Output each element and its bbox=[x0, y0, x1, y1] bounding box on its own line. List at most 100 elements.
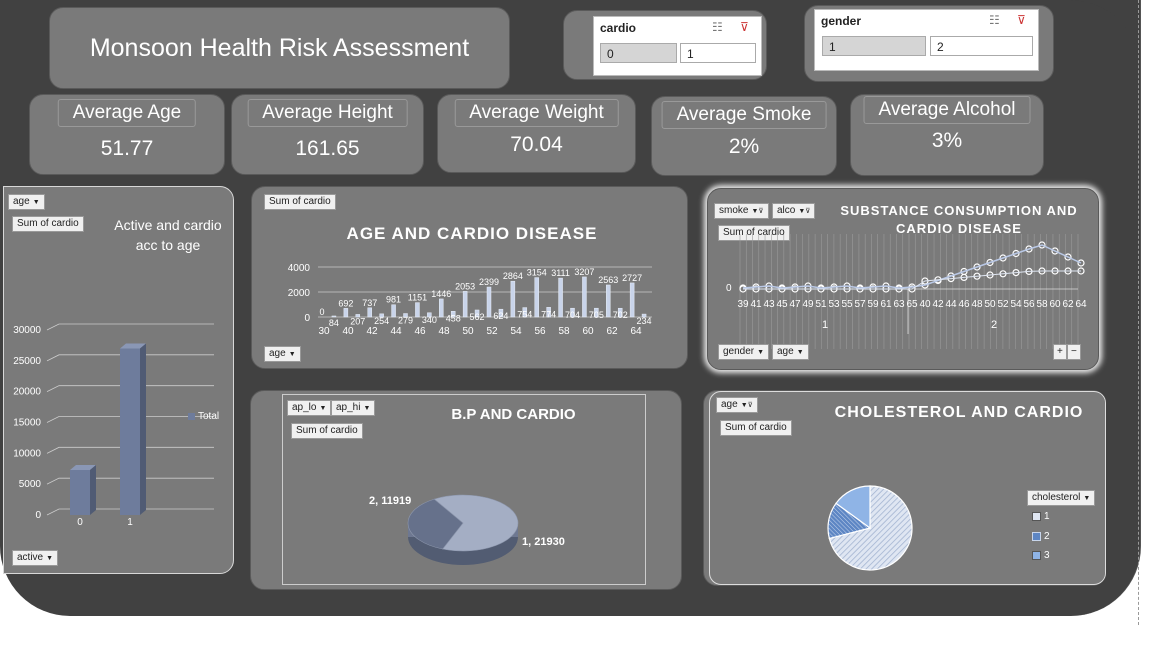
gender-slicer-item-1[interactable]: 1 bbox=[822, 36, 926, 56]
y-tick-label: 15000 bbox=[13, 418, 41, 429]
chol-chart-panel: age ▼⊽ Sum of cardio CHOLESTEROL AND CARD… bbox=[703, 390, 1106, 586]
value-field-button[interactable]: Sum of cardio bbox=[12, 216, 84, 232]
ap-hi-filter-button[interactable]: ap_hi ▼ bbox=[331, 400, 376, 416]
bar bbox=[439, 298, 444, 318]
legend-swatch bbox=[1032, 550, 1041, 560]
kpi-label: Average Alcohol bbox=[863, 96, 1031, 124]
filter-label: smoke bbox=[719, 205, 749, 216]
kpi-average-height: Average Height 161.65 bbox=[231, 94, 424, 175]
x-tick-label: 53 bbox=[828, 299, 840, 310]
kpi-label: Average Height bbox=[247, 99, 408, 127]
cardio-slicer-item-1[interactable]: 1 bbox=[680, 43, 756, 63]
chart-title: AGE AND CARDIO DISEASE bbox=[346, 224, 598, 243]
value-field-button[interactable]: Sum of cardio bbox=[720, 420, 792, 436]
ap-lo-filter-button[interactable]: ap_lo ▼ bbox=[287, 400, 332, 416]
cardio-slicer-title: cardio bbox=[600, 21, 637, 35]
data-label: 692 bbox=[338, 298, 353, 308]
age-axis-button[interactable]: age ▼ bbox=[264, 346, 301, 362]
legend-label: 3 bbox=[1044, 550, 1050, 561]
bar bbox=[498, 308, 504, 318]
expand-button[interactable]: + bbox=[1053, 344, 1067, 360]
bar bbox=[474, 309, 480, 318]
clear-filter-icon[interactable]: ⊽ bbox=[740, 20, 749, 34]
kpi-average-smoke: Average Smoke 2% bbox=[651, 96, 837, 176]
legend-label: 2 bbox=[1044, 531, 1050, 542]
x-tick-label: 47 bbox=[789, 299, 801, 310]
smoke-filter-button[interactable]: smoke ▼⊽ bbox=[714, 203, 769, 219]
group-label-1: 1 bbox=[822, 319, 829, 331]
data-label: 702 bbox=[613, 310, 628, 320]
legend-item-3: 3 bbox=[1032, 550, 1050, 561]
bp-chart-panel: ap_lo ▼ ap_hi ▼ Sum of cardio B.P AND CARD… bbox=[250, 390, 682, 590]
kpi-value: 3% bbox=[931, 129, 963, 152]
gender-slicer-item-2[interactable]: 2 bbox=[930, 36, 1033, 56]
value-field-button[interactable]: Sum of cardio bbox=[291, 423, 363, 439]
gridline bbox=[46, 323, 214, 331]
y-tick-label: 25000 bbox=[13, 356, 41, 367]
collapse-button[interactable]: − bbox=[1067, 344, 1081, 360]
x-tick-label: 1 bbox=[127, 517, 133, 528]
cardio-slicer-item-0[interactable]: 0 bbox=[600, 43, 677, 63]
gridline bbox=[46, 354, 214, 362]
alco-filter-button[interactable]: alco ▼⊽ bbox=[772, 203, 816, 219]
x-axis-ticks: 30 40 42 44 46 48 50 52 54 56 58 60 62 64 bbox=[318, 326, 642, 337]
gridline bbox=[46, 416, 214, 423]
filter-label: ap_lo bbox=[292, 402, 317, 413]
data-label: 2053 bbox=[455, 281, 475, 291]
gridlines bbox=[739, 234, 1079, 349]
gridlines bbox=[46, 323, 214, 516]
data-label: 2399 bbox=[479, 277, 499, 287]
age-filter-button[interactable]: age ▼ bbox=[8, 194, 45, 210]
x-tick-label: 46 bbox=[958, 299, 970, 310]
x-tick-label: 64 bbox=[1075, 299, 1087, 310]
legend-swatch bbox=[1032, 511, 1041, 521]
value-field-label: Sum of cardio bbox=[296, 425, 358, 436]
age-filter-button[interactable]: age ▼⊽ bbox=[716, 397, 758, 413]
dropdown-arrow-icon: ▼ bbox=[363, 405, 371, 412]
age-axis-button[interactable]: age ▼ bbox=[772, 344, 809, 360]
gender-slicer-title: gender bbox=[821, 14, 862, 28]
kpi-label: Average Weight bbox=[454, 99, 619, 127]
bar bbox=[641, 313, 647, 318]
x-tick-label: 62 bbox=[1062, 299, 1074, 310]
data-label: 340 bbox=[422, 315, 437, 325]
filter-label: gender bbox=[723, 346, 755, 357]
value-field-label: Sum of cardio bbox=[17, 218, 79, 229]
bar bbox=[558, 277, 563, 318]
y-tick-label: 2000 bbox=[288, 288, 311, 299]
kpi-label: Average Smoke bbox=[661, 101, 827, 129]
x-tick-label: 50 bbox=[462, 326, 474, 337]
y-tick-label: 0 bbox=[35, 510, 41, 521]
value-field-button[interactable]: Sum of cardio bbox=[718, 225, 790, 241]
data-label: 0 bbox=[319, 307, 324, 317]
multi-select-icon[interactable]: ☷ bbox=[712, 20, 723, 34]
multi-select-icon[interactable]: ☷ bbox=[989, 13, 1000, 27]
gender-axis-button[interactable]: gender ▼ bbox=[718, 344, 770, 360]
pie-data-label-1: 1, 21930 bbox=[522, 536, 565, 548]
series-line bbox=[743, 270, 1081, 290]
series-line bbox=[742, 244, 1082, 289]
active-filter-button[interactable]: active ▼ bbox=[12, 550, 59, 566]
value-field-button[interactable]: Sum of cardio bbox=[264, 194, 336, 210]
dropdown-arrow-icon: ▼ bbox=[46, 555, 54, 562]
bar bbox=[629, 282, 635, 318]
x-tick-label: 42 bbox=[366, 326, 378, 337]
x-tick-label: 65 bbox=[906, 299, 918, 310]
x-tick-label: 42 bbox=[932, 299, 944, 310]
clear-filter-icon[interactable]: ⊽ bbox=[1017, 13, 1026, 27]
cholesterol-legend-button[interactable]: cholesterol ▼ bbox=[1027, 490, 1096, 506]
filter-label: age bbox=[721, 399, 738, 410]
data-label: 3207 bbox=[574, 267, 594, 277]
substance-line-chart: 39 41 43 45 47 49 51 53 55 57 59 61 63 65 40 42 44 46 48 50… bbox=[737, 234, 1087, 349]
bp-chart-frame bbox=[282, 394, 646, 585]
bar bbox=[427, 312, 432, 318]
bar bbox=[70, 469, 90, 515]
data-label: 279 bbox=[398, 316, 413, 326]
x-tick-label: 52 bbox=[486, 326, 498, 337]
substance-chart-panel: smoke ▼⊽ alco ▼⊽ Sum of cardio SUBSTANCE C… bbox=[707, 188, 1099, 370]
page-break-guide bbox=[1138, 0, 1139, 625]
data-label: 705 bbox=[589, 310, 604, 320]
bar bbox=[606, 284, 611, 318]
data-label: 562 bbox=[470, 312, 485, 322]
legend-item-1: 1 bbox=[1032, 511, 1050, 522]
